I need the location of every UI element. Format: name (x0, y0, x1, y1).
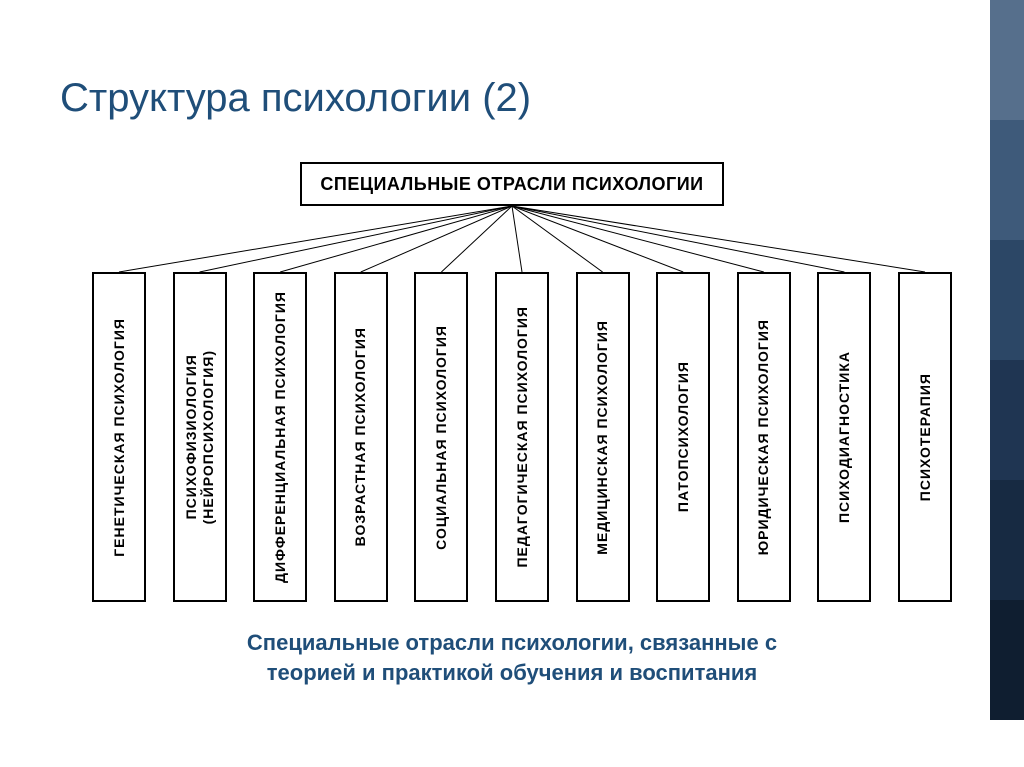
diagram-branch: МЕДИЦИНСКАЯ ПСИХОЛОГИЯ (576, 272, 630, 602)
branch-label: ПЕДАГОГИЧЕСКАЯ ПСИХОЛОГИЯ (514, 306, 531, 568)
side-strip-segment (990, 600, 1024, 720)
diagram-root-box: СПЕЦИАЛЬНЫЕ ОТРАСЛИ ПСИХОЛОГИИ (300, 162, 724, 206)
branch-label: ГЕНЕТИЧЕСКАЯ ПСИХОЛОГИЯ (111, 318, 128, 557)
diagram-connectors (0, 206, 1024, 272)
diagram-branch: ВОЗРАСТНАЯ ПСИХОЛОГИЯ (334, 272, 388, 602)
diagram-branch: ПАТОПСИХОЛОГИЯ (656, 272, 710, 602)
diagram-branch: ЮРИДИЧЕСКАЯ ПСИХОЛОГИЯ (737, 272, 791, 602)
branch-label: ВОЗРАСТНАЯ ПСИХОЛОГИЯ (352, 327, 369, 546)
diagram-branches-container: ГЕНЕТИЧЕСКАЯ ПСИХОЛОГИЯ ПСИХОФИЗИОЛОГИЯ (… (92, 272, 952, 602)
root-label: СПЕЦИАЛЬНЫЕ ОТРАСЛИ ПСИХОЛОГИИ (320, 174, 703, 195)
branch-label: ПСИХОДИАГНОСТИКА (836, 351, 853, 523)
side-strip-segment (990, 240, 1024, 360)
side-strip-segment (990, 120, 1024, 240)
branch-label: СОЦИАЛЬНАЯ ПСИХОЛОГИЯ (433, 325, 450, 550)
diagram-branch: ГЕНЕТИЧЕСКАЯ ПСИХОЛОГИЯ (92, 272, 146, 602)
side-strip-segment (990, 480, 1024, 600)
slide-title: Структура психологии (2) (60, 76, 531, 121)
branch-label: ЮРИДИЧЕСКАЯ ПСИХОЛОГИЯ (755, 319, 772, 555)
diagram-branch: СОЦИАЛЬНАЯ ПСИХОЛОГИЯ (414, 272, 468, 602)
side-strip-segment (990, 360, 1024, 480)
diagram-branch: ПЕДАГОГИЧЕСКАЯ ПСИХОЛОГИЯ (495, 272, 549, 602)
diagram-branch: ПСИХОТЕРАПИЯ (898, 272, 952, 602)
side-strip-segment (990, 0, 1024, 120)
diagram-branch: ПСИХОФИЗИОЛОГИЯ (НЕЙРОПСИХОЛОГИЯ) (173, 272, 227, 602)
slide-caption: Специальные отрасли психологии, связанны… (0, 628, 1024, 687)
branch-label: МЕДИЦИНСКАЯ ПСИХОЛОГИЯ (594, 320, 611, 555)
diagram-branch: ПСИХОДИАГНОСТИКА (817, 272, 871, 602)
branch-label: ПСИХОФИЗИОЛОГИЯ (НЕЙРОПСИХОЛОГИЯ) (183, 350, 217, 524)
branch-label: ПАТОПСИХОЛОГИЯ (675, 361, 692, 512)
branch-label: ДИФФЕРЕНЦИАЛЬНАЯ ПСИХОЛОГИЯ (272, 291, 289, 583)
slide-side-strip (990, 0, 1024, 720)
branch-label: ПСИХОТЕРАПИЯ (917, 373, 934, 501)
diagram-branch: ДИФФЕРЕНЦИАЛЬНАЯ ПСИХОЛОГИЯ (253, 272, 307, 602)
